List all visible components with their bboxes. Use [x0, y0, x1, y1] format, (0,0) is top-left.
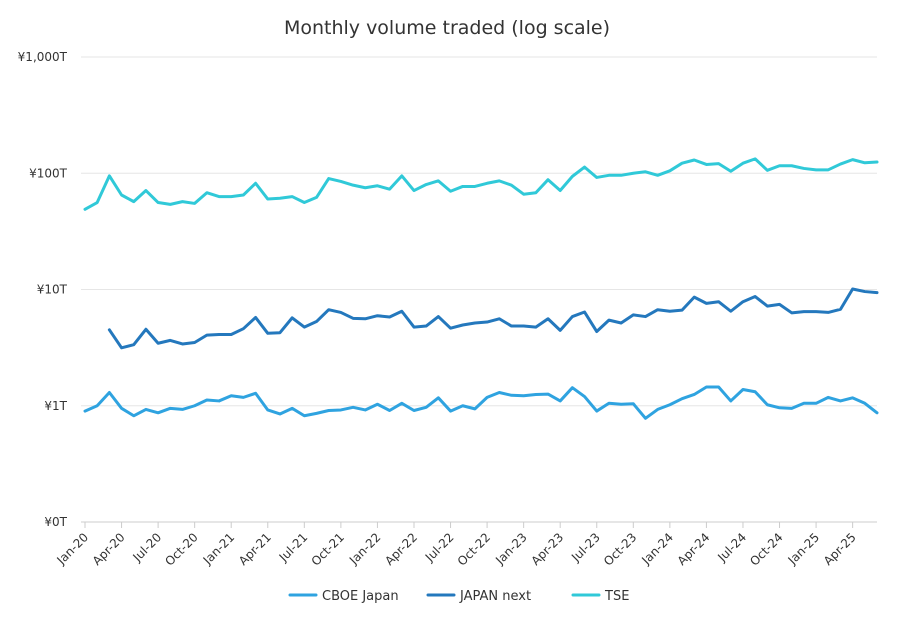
x-tick-label: Oct-23: [601, 530, 639, 568]
chart-title: Monthly volume traded (log scale): [284, 17, 610, 39]
x-tick-label: Apr-20: [90, 530, 128, 568]
x-tick-label: Oct-24: [747, 530, 785, 568]
x-tick-label: Jul-23: [568, 530, 603, 565]
x-tick-label: Jan-24: [638, 530, 676, 568]
x-tick-label: Jan-25: [785, 530, 823, 568]
y-tick-label: ¥10T: [37, 283, 68, 297]
series-line-cboe-japan: [83, 385, 879, 420]
legend: CBOE Japan JAPAN next TSE: [288, 589, 629, 604]
legend-label: CBOE Japan: [322, 589, 399, 604]
legend-label: TSE: [604, 589, 629, 604]
y-tick-label: ¥0T: [44, 515, 67, 529]
legend-item-japan-next[interactable]: JAPAN next: [426, 589, 531, 604]
x-tick-label: Oct-22: [455, 530, 493, 568]
x-tick-label: Jan-22: [346, 530, 384, 568]
x-tick-label: Apr-21: [236, 530, 274, 568]
x-tick-label: Jul-24: [714, 530, 749, 565]
legend-label: JAPAN next: [459, 589, 531, 604]
x-tick-label: Jul-22: [422, 530, 457, 565]
x-tick-label: Apr-23: [528, 530, 566, 568]
legend-item-tse[interactable]: TSE: [571, 589, 629, 604]
y-tick-label: ¥1T: [44, 399, 67, 413]
gridlines: [81, 56, 877, 523]
legend-item-cboe-japan[interactable]: CBOE Japan: [288, 589, 399, 604]
x-tick-label: Apr-24: [675, 530, 713, 568]
y-axis: ¥0T ¥1T ¥10T ¥100T ¥1,000T: [18, 50, 68, 529]
series-line-japan-next: [107, 287, 879, 350]
x-tick-label: Apr-22: [382, 530, 420, 568]
series-lines: [83, 157, 879, 420]
x-tick-label: Apr-25: [821, 530, 859, 568]
x-tick-label: Jan-20: [54, 530, 92, 568]
y-tick-label: ¥1,000T: [18, 50, 68, 64]
y-tick-label: ¥100T: [29, 166, 68, 180]
x-tick-label: Jan-21: [200, 530, 238, 568]
x-tick-label: Oct-20: [162, 530, 200, 568]
x-tick-label: Jul-21: [276, 530, 311, 565]
x-tick-label: Jul-20: [130, 530, 165, 565]
x-tick-label: Jan-23: [492, 530, 530, 568]
x-tick-label: Oct-21: [309, 530, 347, 568]
series-line-tse: [83, 157, 879, 211]
